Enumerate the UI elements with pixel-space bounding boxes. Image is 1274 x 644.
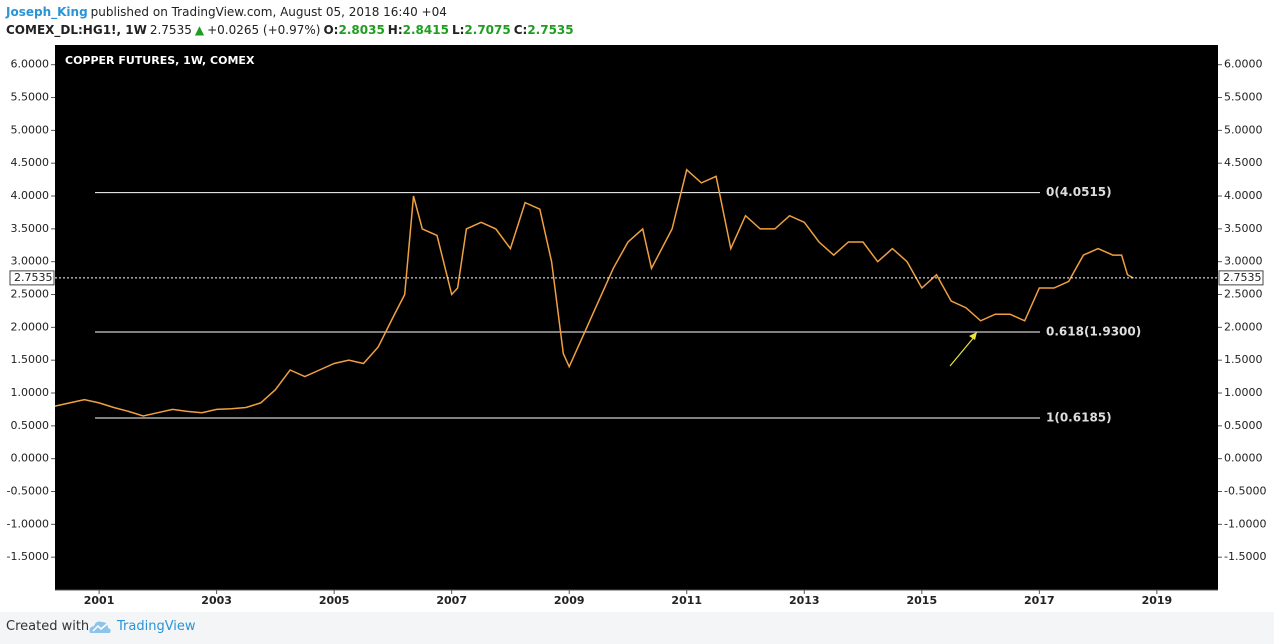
logo [89, 621, 111, 633]
ohlc-value: 2.7075 [464, 23, 511, 37]
last-price: 2.7535 [149, 23, 192, 37]
y-tick-label: 3.0000 [11, 255, 50, 268]
y2-tick-label: 2.0000 [1224, 320, 1263, 333]
ohlc-label: O: [323, 23, 339, 37]
ohlc-value: 2.8415 [402, 23, 449, 37]
ohlc-value: 2.8035 [338, 23, 385, 37]
y2-tick-label: 0.5000 [1224, 419, 1263, 432]
y-tick-label: 2.5000 [11, 288, 50, 301]
up-arrow: ▲ [194, 23, 205, 37]
y-tick-label: 5.0000 [11, 123, 50, 136]
chart: COPPER FUTURES, 1W, COMEX 6.0000 6.0000 5.… [7, 45, 1266, 607]
y2-tick-label: 1.5000 [1224, 353, 1263, 366]
ohlc-value: 2.7535 [527, 23, 574, 37]
fib-level-label: 0.618(1.9300) [1046, 324, 1141, 338]
x-tick-label: 2007 [436, 594, 467, 607]
y-tick-label: 0.5000 [11, 419, 50, 432]
y2-tick-label: 2.5000 [1224, 288, 1263, 301]
price-tag-box [9, 270, 55, 286]
header: Joseph_King published on TradingView.com,… [6, 3, 577, 39]
ohlc-label: L: [451, 23, 465, 37]
y2-tick-label: 0.0000 [1224, 452, 1263, 465]
y-tick-label: 4.0000 [11, 189, 50, 202]
y-tick-label: -1.5000 [7, 550, 49, 563]
y2-tick-label: -0.5000 [1224, 485, 1266, 498]
x-tick-label: 2017 [1024, 594, 1055, 607]
y2-tick-label: 6.0000 [1224, 58, 1263, 71]
author: Joseph_King [6, 5, 88, 19]
y2-tick-label: 5.0000 [1224, 123, 1263, 136]
y-tick-label: 6.0000 [11, 58, 50, 71]
x-tick-label: 2001 [84, 594, 115, 607]
y-tick-label: 3.5000 [11, 222, 50, 235]
annotation-arrow [949, 335, 976, 367]
y-tick-label: 4.5000 [11, 156, 50, 169]
y-tick-label: 2.0000 [11, 320, 50, 333]
x-tick-label: 2003 [201, 594, 232, 607]
price-tag: 2.7535 [1223, 271, 1262, 284]
y2-tick-label: -1.0000 [1224, 517, 1266, 530]
price-line [54, 168, 1134, 417]
x-tick-label: 2013 [789, 594, 820, 607]
y2-tick-label: 1.0000 [1224, 386, 1263, 399]
y2-tick-label: 4.5000 [1224, 156, 1263, 169]
chart-title: COPPER FUTURES, 1W, COMEX [65, 54, 255, 67]
header-line-1: Joseph_King published on TradingView.com,… [6, 3, 577, 21]
x-tick-label: 2005 [319, 594, 350, 607]
x-tick-label: 2009 [554, 594, 585, 607]
x-tick-label: 2019 [1142, 594, 1173, 607]
change: +0.0265 (+0.97%) [207, 23, 321, 37]
header-line-2: COMEX_DL:HG1!, 1W 2.7535 ▲ +0.0265 (+0.97%)… [6, 21, 577, 39]
y2-tick-label: 5.5000 [1224, 91, 1263, 104]
price-tag: 2.7535 [14, 271, 53, 284]
fib-level-label: 1(0.6185) [1046, 411, 1112, 425]
y2-tick-label: -1.5000 [1224, 550, 1266, 563]
footer-brand[interactable]: TradingView [117, 619, 196, 634]
annotation-arrowhead [969, 332, 977, 340]
y-tick-label: 5.5000 [11, 91, 50, 104]
published: published on TradingView.com, August 05,… [90, 5, 447, 19]
fib-level-label: 0(4.0515) [1046, 185, 1112, 199]
ohlc-label: C: [513, 23, 528, 37]
x-tick-label: 2011 [671, 594, 702, 607]
y-tick-label: 0.0000 [11, 452, 50, 465]
y-tick-label: -0.5000 [7, 485, 49, 498]
y2-tick-label: 3.0000 [1224, 255, 1263, 268]
y-tick-label: -1.0000 [7, 517, 49, 530]
footer-prefix: Created with [6, 619, 90, 634]
footer: Created with TradingView [0, 612, 1274, 644]
symbol: COMEX_DL:HG1!, 1W [6, 23, 147, 37]
y-tick-label: 1.0000 [11, 386, 50, 399]
ohlc-label: H: [387, 23, 403, 37]
x-tick-label: 2015 [907, 594, 938, 607]
price-tag-box [1218, 270, 1264, 286]
y-tick-label: 1.5000 [11, 353, 50, 366]
y2-tick-label: 4.0000 [1224, 189, 1263, 202]
plot-area [55, 45, 1218, 590]
y2-tick-label: 3.5000 [1224, 222, 1263, 235]
